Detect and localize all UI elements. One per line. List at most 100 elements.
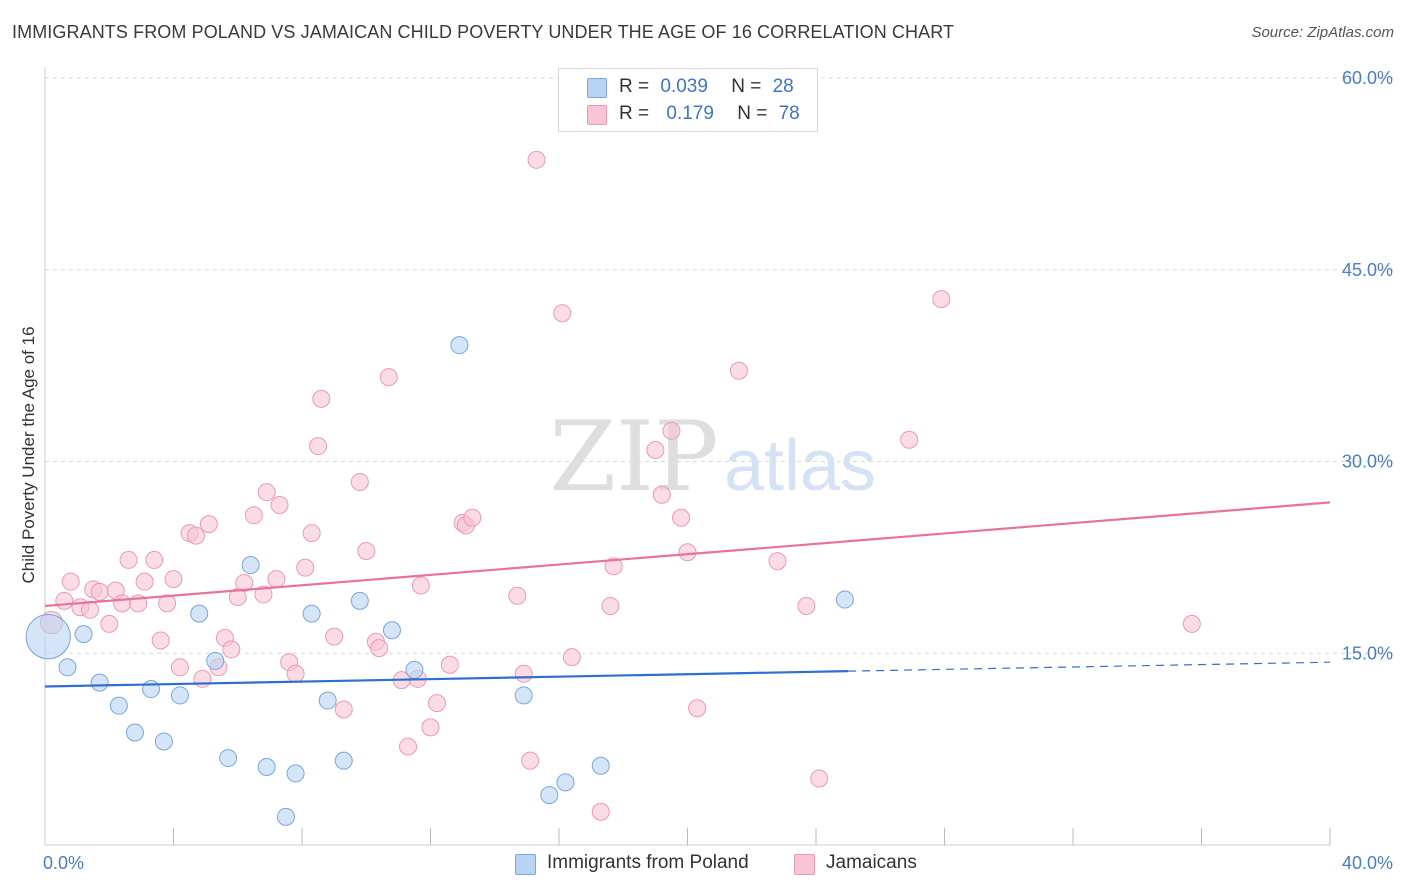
jamaicans-point xyxy=(399,737,418,756)
jamaicans-point xyxy=(100,614,119,633)
legend-r-label: R = xyxy=(619,76,650,97)
jamaicans-point xyxy=(296,558,315,577)
jamaicans-point xyxy=(379,368,398,387)
poland-point xyxy=(514,686,533,705)
jamaicans-swatch xyxy=(794,854,815,875)
poland-point xyxy=(90,673,109,692)
chart-title: IMMIGRANTS FROM POLAND VS JAMAICAN CHILD… xyxy=(12,22,955,42)
poland-point xyxy=(58,658,77,677)
jamaicans-point xyxy=(662,421,681,440)
jamaicans-point xyxy=(309,437,328,456)
poland-point xyxy=(286,764,305,783)
poland-point xyxy=(318,691,337,710)
jamaicans-point xyxy=(113,594,132,613)
jamaicans-point xyxy=(357,541,376,560)
poland-point xyxy=(350,591,369,610)
poland-point xyxy=(540,786,559,805)
source-label: Source: ZipAtlas.com xyxy=(1251,24,1394,41)
poland-trend-line xyxy=(44,670,849,688)
poland-swatch xyxy=(515,854,536,875)
y-tick-label: 45.0% xyxy=(1342,260,1393,280)
jamaicans-point xyxy=(688,699,707,718)
poland-point xyxy=(334,751,353,770)
jamaicans-point xyxy=(768,552,787,571)
poland-swatch xyxy=(587,78,607,98)
jamaicans-point xyxy=(553,304,572,323)
jamaicans-point xyxy=(601,596,620,615)
jamaicans-point xyxy=(193,669,212,688)
poland-point xyxy=(219,749,238,768)
y-tick-labels: 15.0% 30.0% 45.0% 60.0% xyxy=(1342,68,1393,663)
jamaicans-point xyxy=(591,802,610,821)
poland-point xyxy=(190,604,209,623)
jamaicans-point xyxy=(427,694,446,713)
poland-point xyxy=(74,625,93,644)
jamaicans-point xyxy=(302,524,321,543)
jamaicans-point xyxy=(186,526,205,545)
axes xyxy=(44,67,1331,846)
jamaicans-point xyxy=(235,573,254,592)
y-tick-label: 15.0% xyxy=(1342,643,1393,663)
jamaicans-point xyxy=(900,430,919,449)
series-legend: Immigrants from Poland Jamaicans xyxy=(0,852,1406,878)
correlation-legend: R = 0.039 N = 28 R = 0.179 N = 78 xyxy=(558,68,818,132)
jamaicans-point xyxy=(604,557,623,576)
jamaicans-point xyxy=(267,570,286,589)
jamaicans-point xyxy=(170,658,189,677)
y-tick-label: 60.0% xyxy=(1342,68,1393,88)
watermark-atlas: atlas xyxy=(724,426,876,506)
y-tick-label: 30.0% xyxy=(1342,452,1393,472)
jamaicans-point xyxy=(521,751,540,770)
legend-r-value: 0.179 xyxy=(666,103,714,124)
jamaicans-point xyxy=(145,550,164,569)
jamaicans-point xyxy=(421,718,440,737)
jamaicans-point xyxy=(55,591,74,610)
jamaicans-point xyxy=(135,572,154,591)
x-tick-label: 40.0% xyxy=(1342,853,1393,873)
poland-point xyxy=(405,660,424,679)
poland-point xyxy=(591,756,610,775)
jamaicans-point xyxy=(797,596,816,615)
jamaicans-point xyxy=(199,515,218,534)
poland-point xyxy=(302,604,321,623)
jamaicans-point xyxy=(270,495,289,514)
jamaicans-trend-line xyxy=(44,501,1331,608)
legend-n-label: N = xyxy=(737,103,768,124)
jamaicans-point xyxy=(672,508,691,527)
jamaicans-point xyxy=(334,700,353,719)
jamaicans-point xyxy=(370,639,389,658)
jamaicans-point xyxy=(61,572,80,591)
jamaicans-point xyxy=(652,485,671,504)
legend-r-value: 0.039 xyxy=(660,76,708,97)
jamaicans-point xyxy=(810,769,829,788)
poland-point xyxy=(154,732,173,751)
jamaicans-point xyxy=(119,550,138,569)
jamaicans-point xyxy=(678,543,697,562)
watermark-zip: ZIP xyxy=(549,401,718,513)
jamaicans-point xyxy=(151,631,170,650)
jamaicans-point xyxy=(325,627,344,646)
jamaicans-point xyxy=(411,576,430,595)
jamaicans-point xyxy=(244,506,263,525)
x-tick-labels: 0.0% 40.0% xyxy=(43,853,1393,873)
legend-n-label: N = xyxy=(731,76,762,97)
legend-n-value: 78 xyxy=(778,103,800,124)
poland-point xyxy=(109,696,128,715)
jamaicans-point xyxy=(254,585,273,604)
jamaicans-point xyxy=(158,594,177,613)
jamaicans-point xyxy=(514,664,533,683)
poland-point xyxy=(276,807,295,826)
poland-point xyxy=(241,556,260,575)
poland-point xyxy=(382,621,401,640)
jamaicans-point xyxy=(312,389,331,408)
watermark: ZIP atlas xyxy=(549,401,876,513)
jamaicans-point xyxy=(729,361,748,380)
poland-point xyxy=(25,614,71,660)
poland-point xyxy=(170,686,189,705)
jamaicans-point xyxy=(932,290,951,309)
poland-point xyxy=(142,680,161,699)
poland-trend-extension xyxy=(848,661,1331,672)
poland-point xyxy=(206,651,225,670)
y-axis-label: Child Poverty Under the Age of 16 xyxy=(19,326,38,583)
